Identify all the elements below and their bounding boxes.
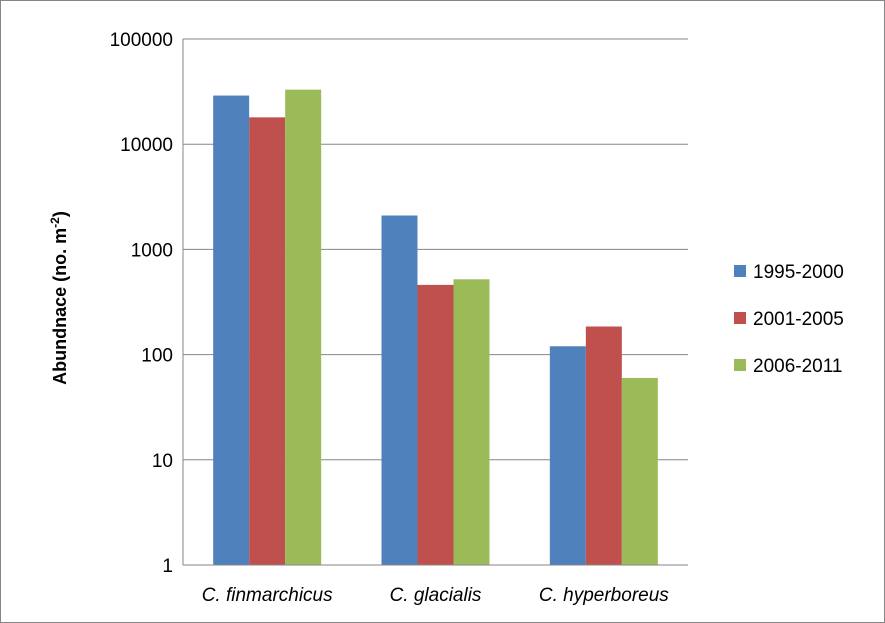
- bar: [249, 117, 286, 565]
- bar: [417, 284, 454, 565]
- y-tick-label: 100: [141, 346, 173, 367]
- x-category-label: C. hyperboreus: [539, 585, 669, 606]
- y-tick-label: 100000: [110, 30, 173, 51]
- legend-label: 1995-2000: [753, 262, 844, 283]
- legend-swatch: [734, 265, 746, 277]
- y-tick-label: 10: [152, 451, 173, 472]
- legend-swatch: [734, 359, 746, 371]
- bar: [213, 95, 250, 566]
- bar: [285, 89, 322, 565]
- y-axis-title-main: Abundnace (no. m: [50, 228, 70, 385]
- bars: [213, 89, 658, 566]
- axes: [182, 39, 688, 566]
- x-category-labels: C. finmarchicus C. glacialis C. hyperboreu…: [202, 585, 670, 606]
- x-category-label: C. glacialis: [390, 585, 482, 606]
- y-axis-title-superscript: -2: [48, 217, 62, 228]
- y-axis-title: Abundnace (no. m-2): [48, 211, 70, 385]
- y-tick-label: 1: [162, 556, 173, 577]
- legend-label: 2006-2011: [753, 356, 842, 377]
- y-tick-label: 10000: [120, 135, 173, 156]
- bar: [621, 377, 658, 565]
- x-category-label: C. finmarchicus: [202, 585, 333, 606]
- bar: [585, 326, 622, 565]
- y-axis-title-suffix: ): [50, 211, 70, 217]
- legend-label: 2001-2005: [753, 309, 844, 330]
- y-tick-labels: 1 10 100 1000 10000 100000: [110, 30, 173, 577]
- bar: [453, 279, 490, 565]
- bar: [549, 346, 586, 565]
- legend-swatch: [734, 312, 746, 324]
- y-tick-label: 1000: [131, 240, 173, 261]
- bar: [381, 215, 418, 565]
- legend: 1995-2000 2001-2005 2006-2011: [734, 262, 844, 377]
